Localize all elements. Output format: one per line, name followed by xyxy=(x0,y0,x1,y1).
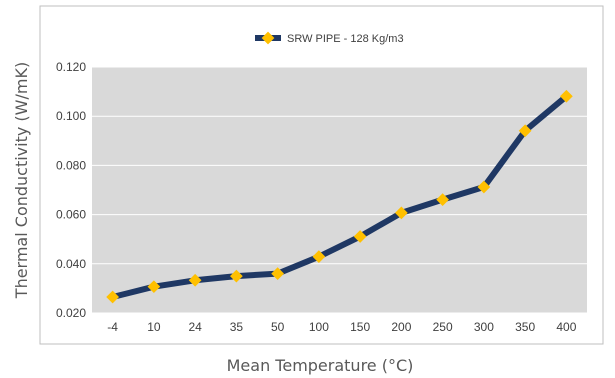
x-tick-label: 200 xyxy=(391,320,411,334)
plot-area xyxy=(92,67,587,313)
series-layer xyxy=(106,89,573,304)
x-tick-label: 150 xyxy=(350,320,370,334)
x-tick-label: 300 xyxy=(474,320,494,334)
x-tick-label: 10 xyxy=(147,320,161,334)
y-tick-label: 0.020 xyxy=(56,306,86,320)
y-axis-ticks: 0.020 0.040 0.060 0.080 0.100 0.120 xyxy=(56,60,86,320)
data-point xyxy=(147,280,161,294)
x-axis-title: Mean Temperature (°C) xyxy=(227,356,414,375)
x-tick-label: 250 xyxy=(433,320,453,334)
x-tick-label: 50 xyxy=(271,320,285,334)
legend: SRW PIPE - 128 Kg/m3 xyxy=(255,31,404,45)
y-tick-label: 0.060 xyxy=(56,208,86,222)
gridlines xyxy=(92,66,587,314)
series-line xyxy=(109,93,570,301)
data-point xyxy=(436,193,449,206)
data-point xyxy=(230,269,243,283)
data-point xyxy=(271,267,284,281)
y-tick-label: 0.100 xyxy=(56,109,86,123)
y-tick-label: 0.080 xyxy=(56,158,86,172)
data-point xyxy=(106,290,119,304)
y-axis-title: Thermal Conductivity (W/mK) xyxy=(12,62,31,299)
y-tick-label: 0.120 xyxy=(56,60,86,74)
data-point xyxy=(395,206,408,220)
legend-marker xyxy=(261,31,275,45)
data-point xyxy=(188,273,202,287)
data-point xyxy=(477,180,491,194)
data-point xyxy=(353,230,367,243)
x-axis-ticks: -4 10 24 35 50 100 150 200 250 300 350 400 xyxy=(107,320,576,334)
x-tick-label: 24 xyxy=(188,320,202,334)
x-tick-label: 350 xyxy=(515,320,535,334)
x-tick-label: 35 xyxy=(230,320,244,334)
x-tick-label: -4 xyxy=(107,320,118,334)
y-tick-label: 0.040 xyxy=(56,257,86,271)
legend-label: SRW PIPE - 128 Kg/m3 xyxy=(287,33,404,45)
x-tick-label: 400 xyxy=(556,320,576,334)
x-tick-label: 100 xyxy=(309,320,329,334)
